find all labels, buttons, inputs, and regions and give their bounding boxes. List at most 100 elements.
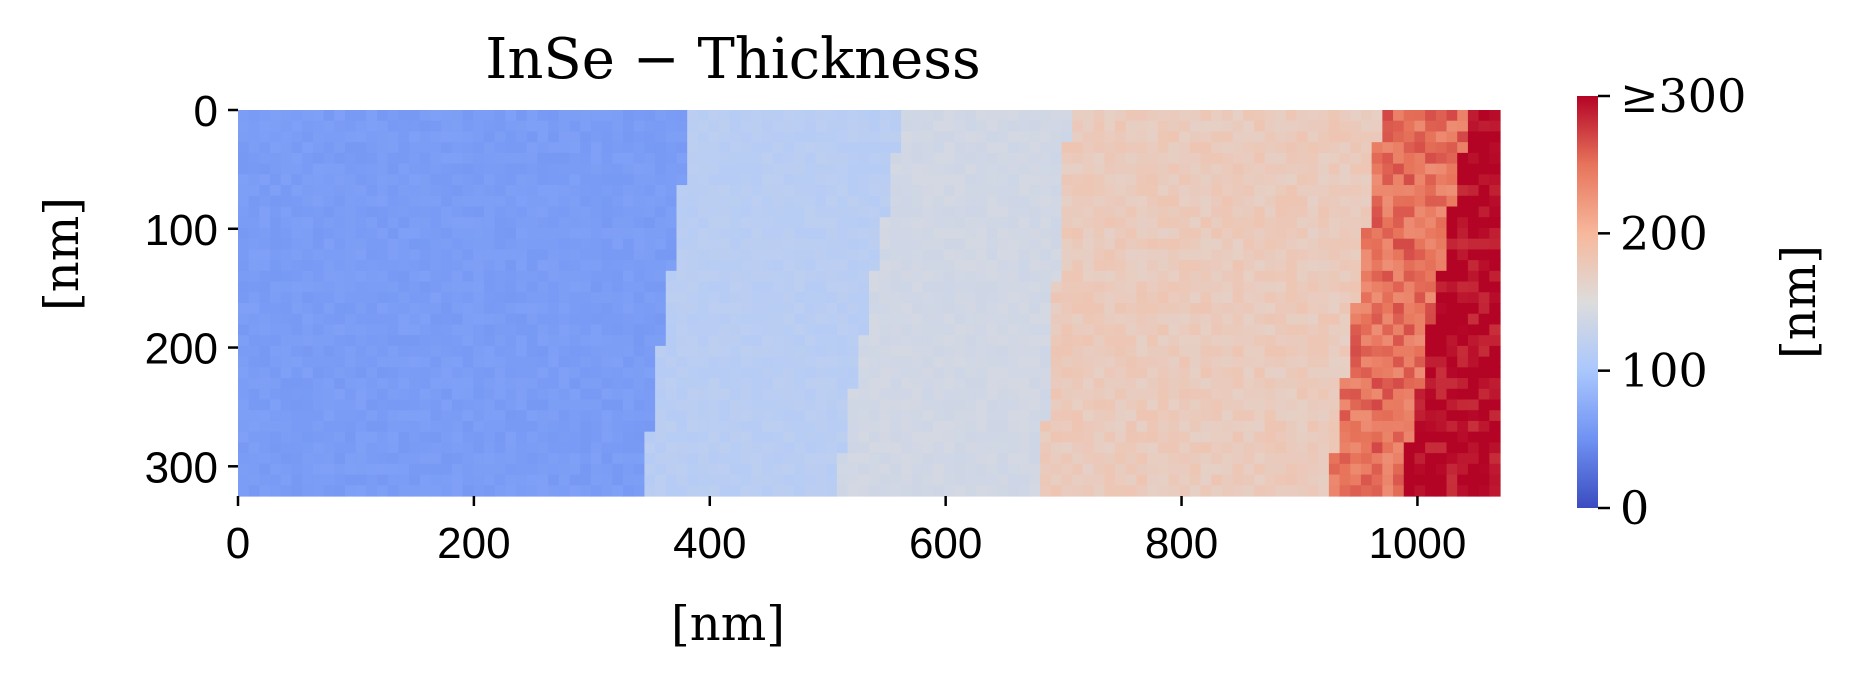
heatmap-cell (387, 238, 400, 250)
heatmap-cell (751, 152, 763, 165)
heatmap-cell (729, 227, 742, 240)
heatmap-cell (462, 185, 474, 197)
heatmap-cell (248, 260, 260, 272)
heatmap-cell (1393, 463, 1405, 476)
heatmap-cell (1467, 474, 1480, 486)
heatmap-cell (494, 378, 506, 390)
heatmap-cell (901, 420, 913, 433)
heatmap-cell (334, 463, 346, 476)
heatmap-cell (783, 185, 795, 197)
heatmap-cell (922, 453, 934, 465)
heatmap-cell (387, 270, 400, 283)
heatmap-cell (1435, 238, 1448, 250)
heatmap-cell (655, 206, 667, 218)
heatmap-cell (494, 227, 506, 240)
heatmap-cell (1286, 474, 1298, 486)
heatmap-cell (986, 463, 998, 476)
heatmap-cell (1168, 388, 1180, 401)
heatmap-cell (815, 399, 827, 411)
heatmap-cell (1008, 431, 1020, 443)
heatmap-cell (1114, 313, 1127, 326)
heatmap-cell (687, 227, 699, 240)
heatmap-cell (280, 195, 293, 208)
heatmap-cell (334, 131, 346, 143)
heatmap-cell (729, 313, 742, 326)
heatmap-cell (655, 152, 667, 165)
heatmap-cell (462, 324, 474, 336)
heatmap-cell (259, 420, 271, 433)
heatmap-cell (1318, 270, 1330, 283)
heatmap-cell (612, 431, 624, 443)
heatmap-cell (1211, 227, 1223, 240)
heatmap-cell (1446, 356, 1458, 368)
heatmap-cell (1008, 410, 1020, 422)
heatmap-cell (965, 345, 977, 358)
heatmap-cell (719, 152, 731, 165)
heatmap-cell (366, 335, 378, 347)
heatmap-cell (762, 217, 774, 229)
heatmap-cell (1382, 185, 1394, 197)
heatmap-cell (270, 356, 282, 368)
heatmap-cell (1232, 195, 1244, 208)
heatmap-cell (1457, 388, 1469, 401)
heatmap-cell (302, 270, 314, 283)
heatmap-cell (697, 281, 710, 293)
heatmap-cell (804, 399, 817, 411)
heatmap-cell (740, 110, 752, 122)
heatmap-cell (1435, 442, 1448, 454)
heatmap-cell (1093, 410, 1105, 422)
heatmap-cell (1371, 410, 1383, 422)
heatmap-cell (1008, 442, 1020, 454)
heatmap-cell (537, 345, 549, 358)
heatmap-cell (1393, 453, 1405, 465)
heatmap-cell (1114, 345, 1127, 358)
heatmap-cell (687, 313, 699, 326)
heatmap-cell (719, 442, 731, 454)
heatmap-cell (291, 324, 303, 336)
heatmap-cell (975, 431, 988, 443)
heatmap-cell (483, 345, 496, 358)
heatmap-cell (462, 174, 474, 186)
heatmap-cell (1414, 227, 1426, 240)
heatmap-cell (1136, 367, 1148, 379)
heatmap-cell (1072, 378, 1084, 390)
heatmap-cell (879, 410, 891, 422)
heatmap-cell (344, 238, 357, 250)
heatmap-cell (1296, 238, 1309, 250)
heatmap-cell (1393, 238, 1405, 250)
heatmap-cell (1478, 292, 1490, 304)
heatmap-cell (1254, 431, 1266, 443)
heatmap-cell (355, 195, 367, 208)
heatmap-cell (644, 227, 656, 240)
heatmap-cell (719, 260, 731, 272)
heatmap-cell (548, 292, 560, 304)
heatmap-cell (1467, 281, 1480, 293)
heatmap-cell (505, 281, 517, 293)
heatmap-cell (762, 410, 774, 422)
heatmap-cell (847, 303, 859, 315)
heatmap-cell (270, 110, 282, 122)
heatmap-cell (590, 152, 603, 165)
heatmap-cell (398, 292, 410, 304)
heatmap-cell (1072, 303, 1084, 315)
heatmap-cell (751, 120, 763, 133)
heatmap-cell (1382, 335, 1394, 347)
heatmap-cell (483, 142, 496, 154)
heatmap-cell (473, 142, 485, 154)
heatmap-cell (1189, 367, 1202, 379)
heatmap-cell (665, 217, 678, 229)
heatmap-cell (1446, 142, 1458, 154)
heatmap-cell (1093, 420, 1105, 433)
heatmap-cell (387, 410, 400, 422)
heatmap-cell (1382, 152, 1394, 165)
heatmap-cell (644, 356, 656, 368)
heatmap-cell (1339, 313, 1351, 326)
heatmap-cell (1072, 217, 1084, 229)
heatmap-cell (1339, 120, 1351, 133)
heatmap-cell (473, 163, 485, 175)
heatmap-cell (869, 152, 881, 165)
heatmap-cell (312, 463, 325, 476)
heatmap-cell (740, 131, 752, 143)
heatmap-cell (259, 313, 271, 326)
heatmap-cell (644, 303, 656, 315)
